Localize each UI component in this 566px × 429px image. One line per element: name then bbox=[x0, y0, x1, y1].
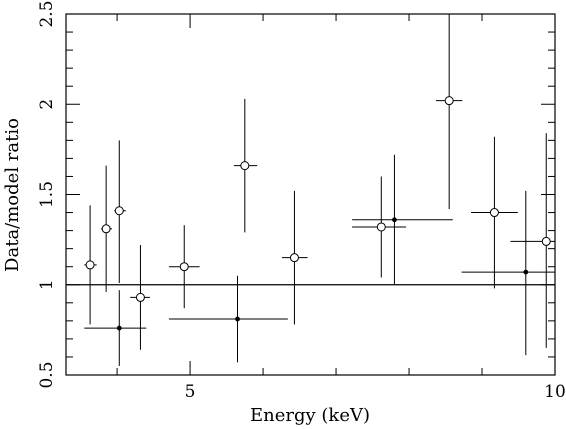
data-point bbox=[461, 190, 555, 356]
open-circle-marker bbox=[489, 208, 499, 218]
filled-dot-marker bbox=[392, 217, 397, 223]
data-point bbox=[168, 275, 288, 363]
y-tick-label: 1 bbox=[37, 279, 57, 290]
y-tick-label: 0.5 bbox=[37, 361, 57, 388]
open-circle-marker bbox=[101, 224, 111, 234]
data-point bbox=[510, 133, 555, 348]
plot-frame bbox=[65, 13, 556, 376]
open-circle-marker bbox=[289, 253, 299, 263]
data-series bbox=[84, 14, 555, 366]
filled-dot-marker bbox=[116, 325, 122, 331]
y-axis-label: Data/model ratio bbox=[2, 118, 23, 272]
data-point bbox=[352, 176, 407, 278]
open-circle-marker bbox=[179, 262, 189, 272]
y-tick-label: 1.5 bbox=[37, 181, 57, 208]
data-point bbox=[282, 190, 308, 325]
data-point bbox=[84, 290, 147, 366]
filled-dot-marker bbox=[235, 316, 240, 322]
open-circle-marker bbox=[240, 161, 250, 171]
y-tick-label: 2.5 bbox=[37, 0, 57, 27]
data-point bbox=[168, 225, 200, 309]
x-tick-label: 10 bbox=[544, 382, 566, 402]
filled-dot-marker bbox=[523, 269, 529, 275]
data-point bbox=[352, 154, 453, 285]
open-circle-marker bbox=[85, 260, 95, 270]
data-point bbox=[130, 245, 150, 350]
x-axis-label: Energy (keV) bbox=[250, 405, 370, 426]
data-point bbox=[114, 140, 126, 283]
axis-ticks: 5 10 0.5 1 1.5 2 2.5 bbox=[37, 0, 566, 402]
data-point bbox=[84, 205, 97, 325]
open-circle-marker bbox=[444, 96, 454, 106]
open-circle-marker bbox=[114, 206, 124, 216]
open-circle-marker bbox=[376, 222, 386, 232]
open-circle-marker bbox=[135, 292, 145, 302]
open-circle-marker bbox=[541, 236, 551, 246]
x-tick-label: 5 bbox=[185, 382, 196, 402]
data-point bbox=[471, 136, 518, 289]
y-tick-label: 2 bbox=[37, 99, 57, 110]
data-point bbox=[101, 165, 112, 292]
data-point bbox=[233, 98, 258, 233]
data-point bbox=[436, 14, 463, 209]
